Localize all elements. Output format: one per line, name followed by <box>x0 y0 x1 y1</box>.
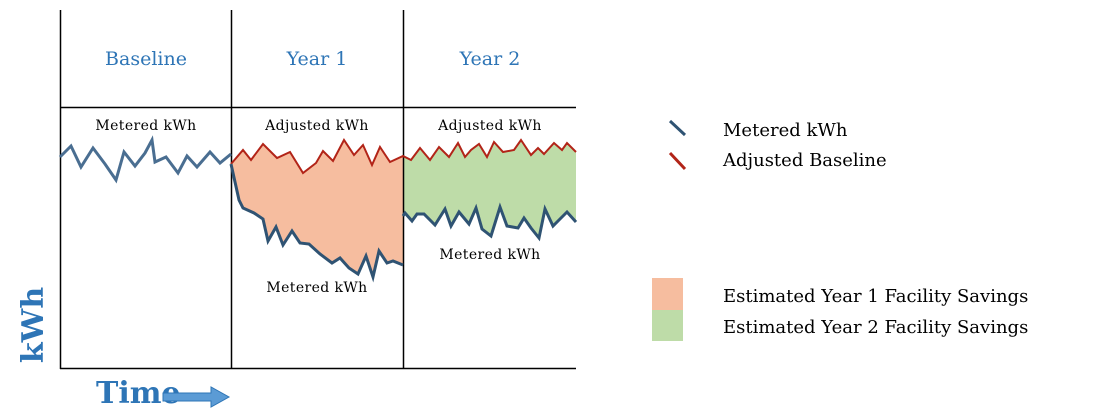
legend-year1-label: Estimated Year 1 Facility Savings <box>723 286 1028 307</box>
legend-year2-label: Estimated Year 2 Facility Savings <box>723 317 1028 338</box>
baseline-metered-line <box>58 135 232 184</box>
legend-metered-icon <box>668 119 687 137</box>
baseline-metered-label: Metered kWh <box>95 118 196 134</box>
year1-metered-line <box>229 163 404 283</box>
period-label-year1: Year 1 <box>286 48 348 70</box>
legend-adjusted-icon <box>668 151 687 171</box>
legend-year2-swatch <box>652 310 683 341</box>
adjusted-baseline-line <box>230 138 577 175</box>
legend-year1-swatch <box>652 278 683 310</box>
period-label-baseline: Baseline <box>105 48 187 70</box>
year1-metered-label: Metered kWh <box>266 280 367 296</box>
legend-adjusted-label: Adjusted Baseline <box>722 150 887 171</box>
y-axis-label: kWh <box>16 287 51 363</box>
year2-metered-line <box>401 202 578 242</box>
year2-metered-label: Metered kWh <box>439 247 540 263</box>
year2-savings-area <box>403 140 576 238</box>
year1-savings-area <box>231 140 403 277</box>
year2-adjusted-label: Adjusted kWh <box>437 118 542 134</box>
year1-adjusted-label: Adjusted kWh <box>264 118 369 134</box>
legend-metered-label: Metered kWh <box>723 120 848 141</box>
time-arrow-icon <box>162 386 231 408</box>
period-label-year2: Year 2 <box>459 48 521 70</box>
